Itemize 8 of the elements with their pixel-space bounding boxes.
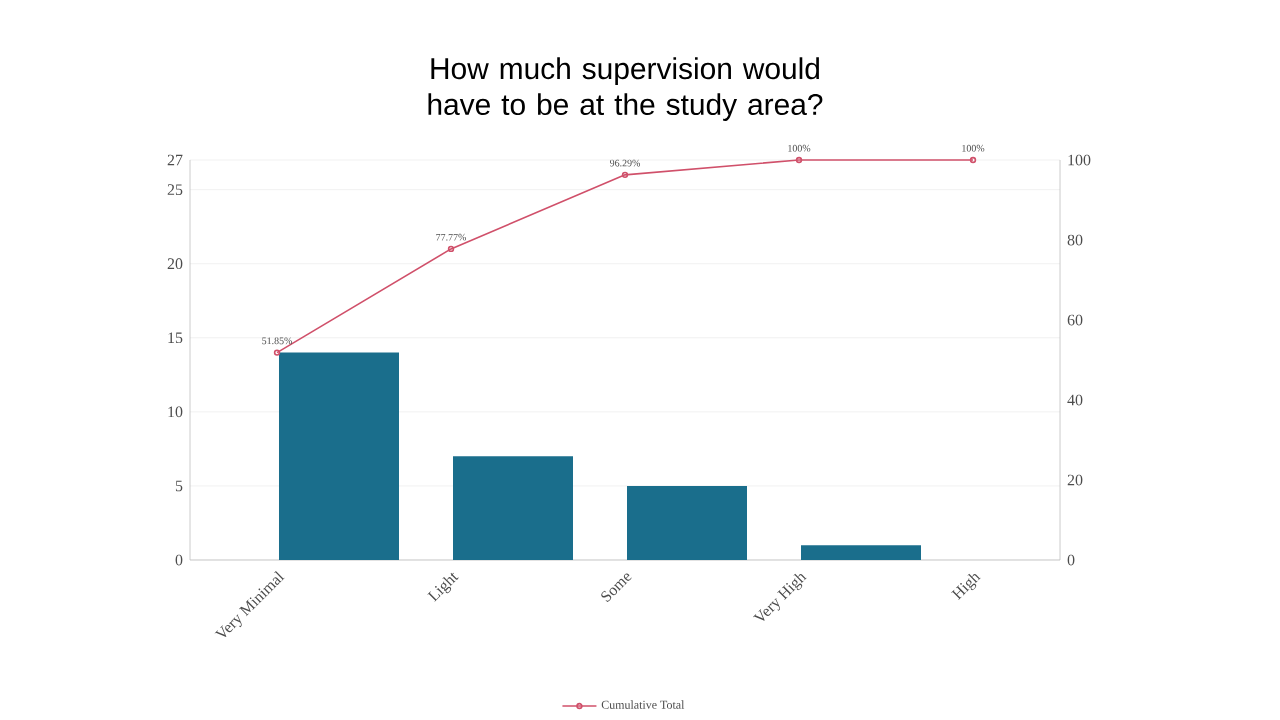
chart-title: How much supervision would have to be at the study area? [428,57,823,121]
bar [453,456,573,560]
bar [278,352,399,560]
point [795,156,803,164]
point [621,171,629,179]
bar [627,485,747,560]
bar [801,545,921,560]
point [447,245,455,253]
